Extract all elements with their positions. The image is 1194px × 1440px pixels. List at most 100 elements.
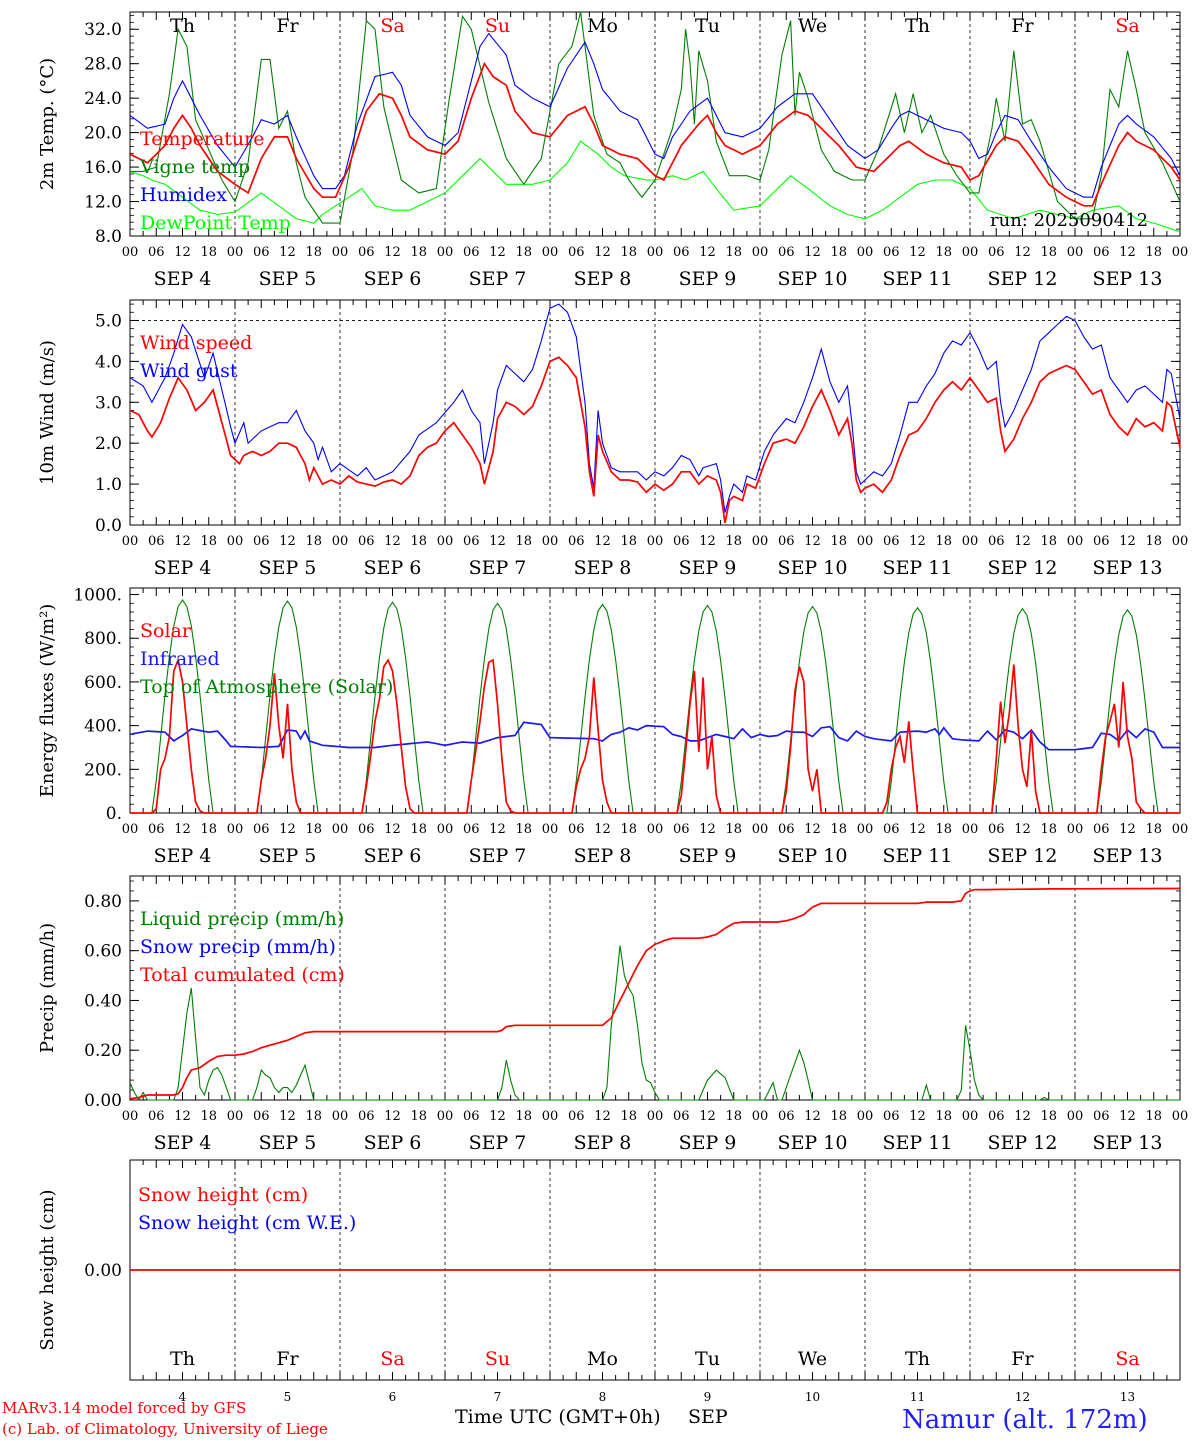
date-label: SEP 11 [883, 845, 953, 867]
day-name: Th [170, 15, 195, 37]
y-tick-label: 8.0 [95, 227, 122, 247]
footer: MARv3.14 model forced by GFS (c) Lab. of… [2, 1399, 1148, 1438]
hour-label: 00 [437, 1109, 454, 1124]
hour-label: 06 [778, 1109, 795, 1124]
legend-entry: Temperature [140, 128, 264, 150]
hour-label: 00 [122, 822, 139, 837]
date-label: SEP 8 [574, 268, 632, 290]
hour-label: 00 [227, 245, 244, 260]
date-label: SEP 13 [1093, 268, 1163, 290]
day-name: Mo [587, 1348, 618, 1370]
hour-label: 00 [122, 1109, 139, 1124]
hour-label: 06 [988, 822, 1005, 837]
hour-label: 00 [542, 245, 559, 260]
hour-label: 18 [935, 1109, 952, 1124]
hour-label: 06 [148, 245, 165, 260]
hour-label: 12 [909, 245, 926, 260]
hour-label: 12 [1014, 534, 1031, 549]
hour-label: 18 [410, 534, 427, 549]
hour-label: 00 [542, 534, 559, 549]
date-label: SEP 7 [469, 557, 527, 579]
date-label: SEP 5 [259, 268, 317, 290]
hour-label: 00 [752, 534, 769, 549]
y-tick-label: 20.0 [84, 124, 122, 144]
hour-label: 18 [515, 534, 532, 549]
hour-label: 18 [1040, 534, 1057, 549]
hour-label: 18 [1145, 534, 1162, 549]
hour-label: 12 [699, 245, 716, 260]
day-number: 9 [704, 1390, 712, 1404]
x-axis-title: Time UTC (GMT+0h) [455, 1406, 661, 1428]
date-label: SEP 6 [364, 268, 422, 290]
hour-label: 00 [647, 822, 664, 837]
y-tick-label: 32.0 [84, 20, 122, 40]
hour-label: 06 [148, 1109, 165, 1124]
hour-label: 06 [1093, 1109, 1110, 1124]
hour-label: 12 [909, 1109, 926, 1124]
hour-label: 00 [332, 822, 349, 837]
hour-label: 00 [857, 1109, 874, 1124]
hour-label: 06 [988, 245, 1005, 260]
date-label: SEP 7 [469, 845, 527, 867]
run-label: run: 2025090412 [990, 210, 1148, 231]
hour-label: 06 [778, 822, 795, 837]
hour-label: 06 [148, 822, 165, 837]
hour-label: 18 [620, 822, 637, 837]
hour-label: 12 [699, 1109, 716, 1124]
day-number: 10 [805, 1390, 820, 1404]
hour-label: 18 [515, 822, 532, 837]
hour-label: 06 [463, 822, 480, 837]
hour-label: 00 [227, 534, 244, 549]
hour-label: 18 [725, 245, 742, 260]
series-infrared [129, 721, 1180, 751]
date-label: SEP 5 [259, 845, 317, 867]
panel-precip: 0.00 0.20 0.40 0.60 0.80 Precip (mm/h) 00 06 12 1… [37, 875, 1188, 1154]
hour-label: 18 [515, 1109, 532, 1124]
hour-label: 18 [935, 534, 952, 549]
date-label: SEP 11 [883, 1132, 953, 1154]
hour-label: 12 [174, 245, 191, 260]
series-wind-speed [129, 356, 1181, 524]
hour-label: 12 [1119, 822, 1136, 837]
day-number: 5 [284, 1390, 292, 1404]
date-label: SEP 4 [154, 268, 212, 290]
day-number: 11 [910, 1390, 925, 1404]
hour-label: 12 [909, 822, 926, 837]
hour-label: 12 [489, 1109, 506, 1124]
hour-label: 12 [174, 1109, 191, 1124]
hour-label: 06 [883, 1109, 900, 1124]
date-label: SEP 6 [364, 845, 422, 867]
y-tick-label: 0.80 [84, 892, 122, 912]
day-name: Sa [1115, 15, 1139, 37]
date-label: SEP 5 [259, 1132, 317, 1154]
hour-label: 00 [332, 1109, 349, 1124]
hour-label: 12 [279, 822, 296, 837]
y-tick-label: 0.00 [84, 1261, 122, 1281]
y-tick-label: 16.0 [84, 158, 122, 178]
hour-label: 06 [253, 822, 270, 837]
date-label: SEP 8 [574, 1132, 632, 1154]
date-label: SEP 10 [778, 845, 848, 867]
hour-label: 18 [305, 534, 322, 549]
hour-label: 12 [909, 534, 926, 549]
y-tick-label: 0. [106, 804, 122, 824]
hour-label: 00 [962, 1109, 979, 1124]
hour-label: 12 [279, 1109, 296, 1124]
model-credit: MARv3.14 model forced by GFS [2, 1399, 246, 1417]
y-tick-label: 600. [84, 673, 122, 693]
hour-label: 12 [594, 1109, 611, 1124]
legend-entry: Snow height (cm) [138, 1184, 308, 1206]
hour-label: 12 [804, 534, 821, 549]
hour-label: 06 [883, 822, 900, 837]
date-label: SEP 4 [154, 557, 212, 579]
hour-label: 00 [332, 245, 349, 260]
hour-label: 00 [752, 822, 769, 837]
date-label: SEP 6 [364, 557, 422, 579]
hour-label: 06 [358, 245, 375, 260]
hour-label: 06 [358, 822, 375, 837]
y-axis-label: Snow height (cm) [37, 1189, 58, 1350]
hour-label: 06 [673, 822, 690, 837]
date-label: SEP 13 [1093, 845, 1163, 867]
day-name: Sa [1115, 1348, 1139, 1370]
